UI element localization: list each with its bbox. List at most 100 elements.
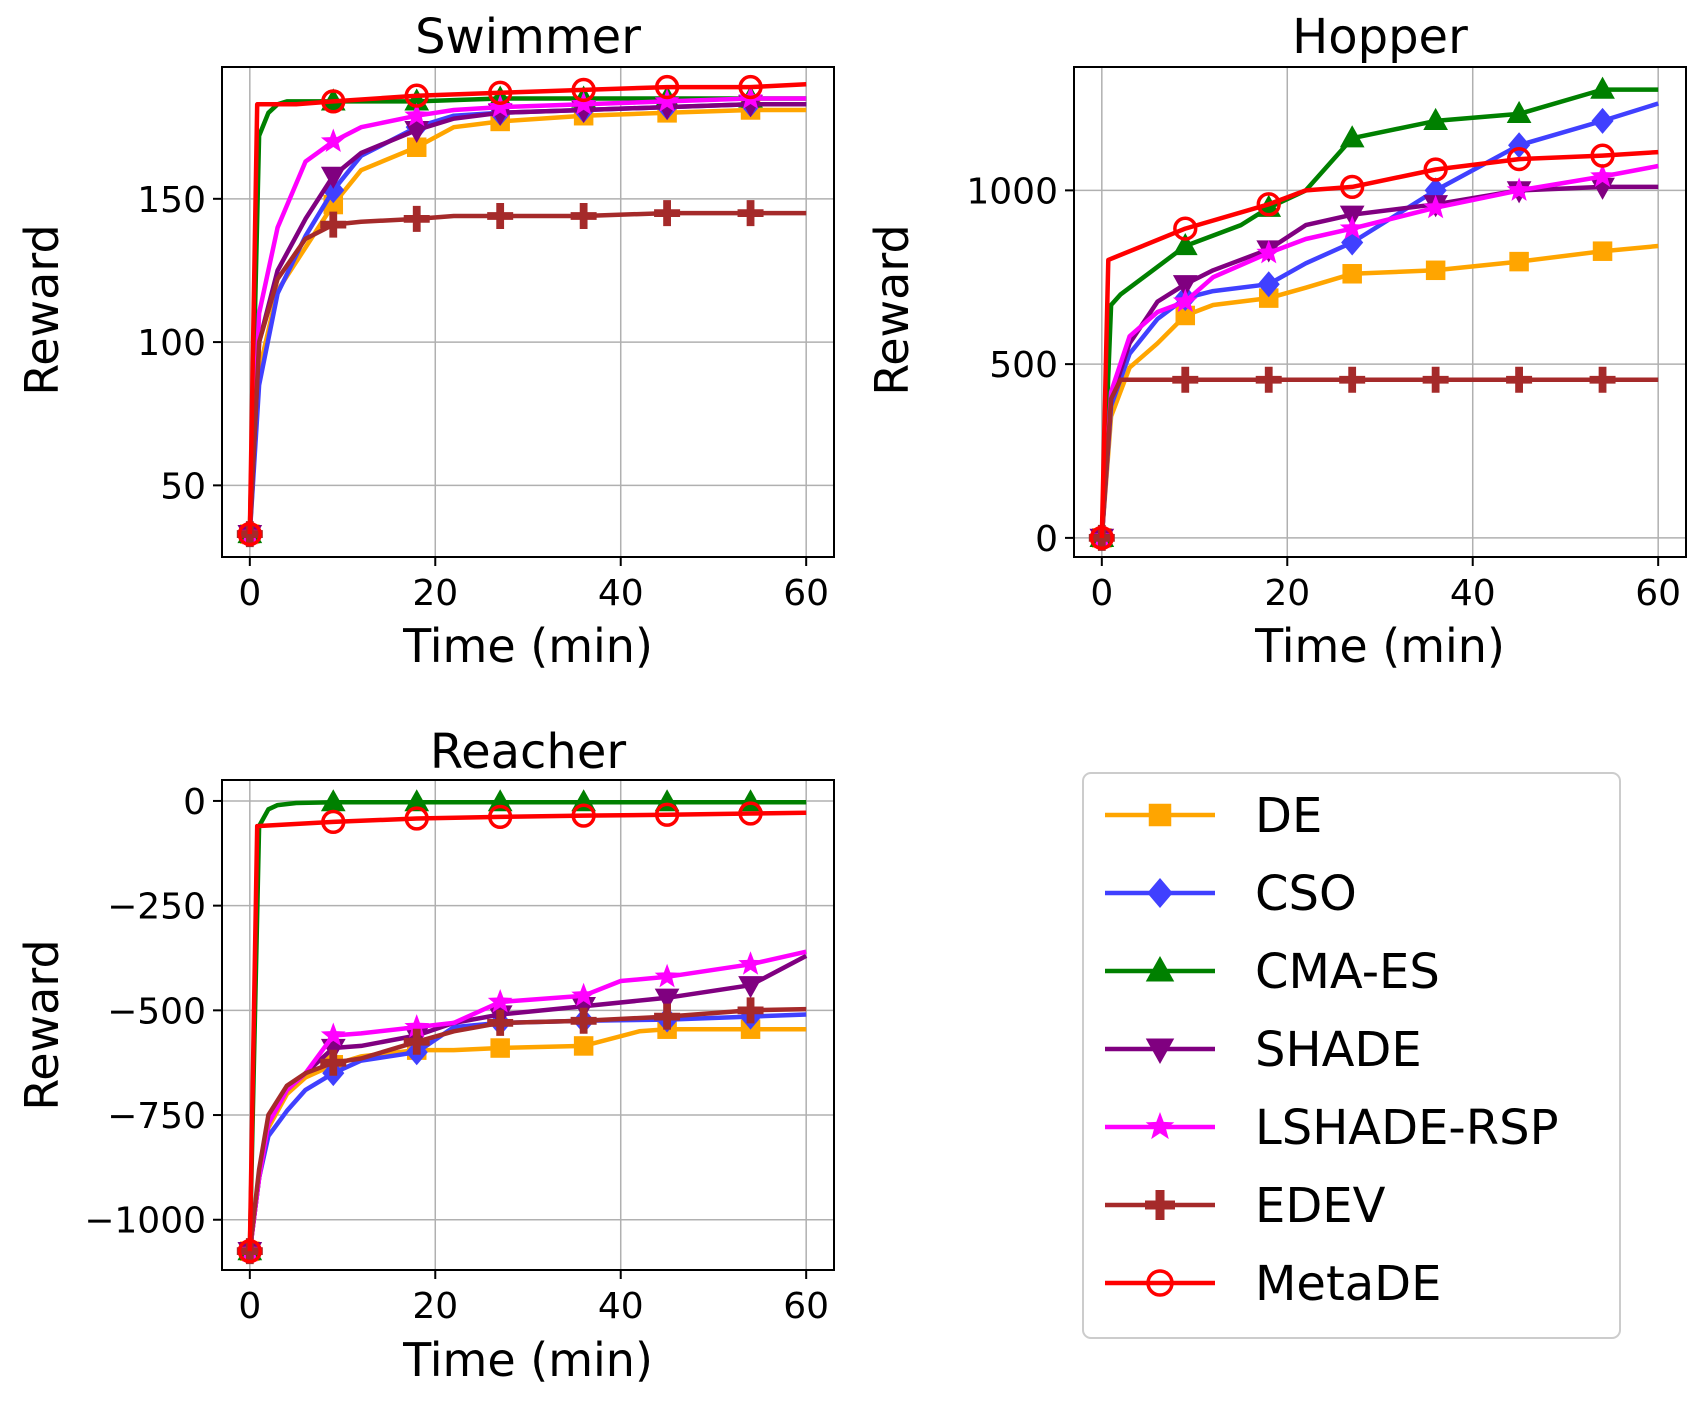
- data-point-lshade-rsp: [1590, 163, 1615, 187]
- x-axis-label: Time (min): [402, 1333, 653, 1387]
- x-tick-label: 0: [238, 573, 261, 614]
- data-point-metade: [571, 77, 596, 103]
- legend-label-edev: EDEV: [1255, 1178, 1386, 1234]
- data-point-lshade-rsp: [1423, 194, 1448, 219]
- data-point-edev: [403, 1028, 430, 1055]
- y-tick-label: −500: [107, 991, 206, 1032]
- x-tick-label: 60: [783, 573, 829, 614]
- data-point-cma-es: [320, 789, 346, 812]
- data-point-edev: [1422, 366, 1449, 393]
- legend-symbol-lshade-rsp: [1145, 1112, 1175, 1140]
- data-point-metade: [738, 74, 763, 100]
- series-de: [240, 100, 807, 544]
- plot-area: [236, 789, 808, 1265]
- data-point-lshade-rsp: [654, 88, 680, 112]
- series-line-metade: [247, 81, 807, 535]
- data-point-edev: [487, 1009, 514, 1036]
- data-point-edev: [737, 997, 764, 1024]
- series-lshade-rsp: [1089, 163, 1659, 549]
- x-tick-label: 20: [412, 1286, 458, 1327]
- legend-entry-shade: SHADE: [1105, 1022, 1422, 1078]
- y-tick-label: 150: [137, 180, 206, 221]
- axes-frame: [1073, 66, 1687, 558]
- data-point-shade: [654, 988, 680, 1011]
- data-point-metade: [488, 80, 513, 105]
- series-metade: [237, 74, 807, 547]
- series-cso: [238, 91, 807, 548]
- data-point-lshade-rsp: [320, 1022, 346, 1046]
- y-tick-label: 0: [183, 782, 206, 823]
- data-point-de: [1509, 251, 1529, 272]
- legend-label-cso: CSO: [1255, 866, 1357, 922]
- data-point-lshade-rsp: [1256, 239, 1282, 264]
- x-tick-label: 40: [598, 573, 644, 614]
- series-cma-es: [237, 789, 807, 1261]
- grid: [222, 67, 834, 557]
- chart-title: Reacher: [430, 724, 626, 780]
- data-point-metade: [404, 806, 429, 831]
- data-point-metade: [1423, 157, 1448, 182]
- chart-title: Swimmer: [415, 9, 641, 65]
- data-point-lshade-rsp: [571, 982, 596, 1007]
- data-point-edev: [1255, 366, 1282, 393]
- data-point-edev: [570, 203, 597, 230]
- data-point-shade: [404, 120, 430, 144]
- hopper-chart: Hopper Time (min) Reward 0 20 40 60 0 500 1000: [865, 9, 1687, 673]
- series-line-lshade-rsp: [247, 949, 807, 1252]
- data-point-lshade-rsp: [1339, 215, 1365, 240]
- legend-marker-cma-es: [1105, 956, 1215, 982]
- y-tick-label: 50: [160, 466, 206, 507]
- data-point-metade: [1506, 146, 1532, 172]
- legend-marker-shade: [1105, 1038, 1215, 1064]
- series-cma-es: [237, 85, 807, 544]
- legend-frame: [1082, 772, 1621, 1339]
- y-tick-label: 500: [989, 345, 1058, 386]
- legend-marker-cso: [1105, 878, 1215, 908]
- y-tick-label: −1000: [84, 1201, 206, 1242]
- chart-title: Hopper: [1292, 9, 1468, 65]
- series-shade: [237, 95, 807, 548]
- data-point-lshade-rsp: [738, 951, 763, 975]
- x-tick-label: 0: [1090, 573, 1113, 614]
- legend-label-metade: MetaDE: [1255, 1256, 1441, 1312]
- x-tick-label: 20: [1264, 573, 1310, 614]
- series-metade: [1089, 143, 1659, 551]
- data-point-de: [1258, 288, 1279, 308]
- data-point-metade: [571, 803, 596, 828]
- data-point-metade: [654, 74, 680, 100]
- series-line-cso: [247, 1012, 807, 1252]
- data-point-metade: [321, 809, 346, 835]
- data-point-shade: [1172, 275, 1198, 298]
- legend-label-shade: SHADE: [1255, 1022, 1422, 1078]
- series-line-lshade-rsp: [247, 96, 807, 535]
- legend-symbol-cso: [1147, 878, 1173, 908]
- legend-label-lshade-rsp: LSHADE-RSP: [1255, 1100, 1559, 1156]
- reacher-chart: Reacher Time (min) Reward 0 20 40 60 −1000 −7…: [15, 724, 835, 1387]
- data-point-metade: [1089, 525, 1114, 551]
- x-tick-label: 60: [783, 1286, 829, 1327]
- swimmer-chart: Swimmer Time (min) Reward 0 20 40 60 50 100 15…: [15, 9, 835, 673]
- data-point-lshade-rsp: [404, 1014, 430, 1038]
- series-line-edev: [247, 1006, 807, 1252]
- data-point-cma-es: [1423, 107, 1448, 130]
- series-edev: [236, 200, 807, 548]
- data-point-de: [406, 137, 427, 157]
- x-tick-label: 40: [598, 1286, 644, 1327]
- data-point-lshade-rsp: [404, 102, 430, 127]
- legend-entry-edev: EDEV: [1105, 1178, 1386, 1234]
- legend-symbol-edev: [1145, 1190, 1175, 1220]
- data-point-edev: [1172, 366, 1199, 393]
- data-point-edev: [654, 200, 681, 227]
- x-axis-label: Time (min): [1254, 619, 1505, 673]
- plot-area: [236, 74, 807, 548]
- data-point-cma-es: [404, 789, 430, 812]
- y-tick-label: 100: [137, 323, 206, 364]
- legend-entry-cso: CSO: [1105, 866, 1357, 922]
- data-point-metade: [1256, 192, 1281, 217]
- data-point-metade: [654, 802, 680, 827]
- data-point-metade: [404, 83, 429, 108]
- data-point-cso: [322, 177, 345, 204]
- series-line-metade: [1099, 149, 1659, 538]
- data-point-de: [1425, 260, 1446, 281]
- data-point-cma-es: [1506, 100, 1532, 124]
